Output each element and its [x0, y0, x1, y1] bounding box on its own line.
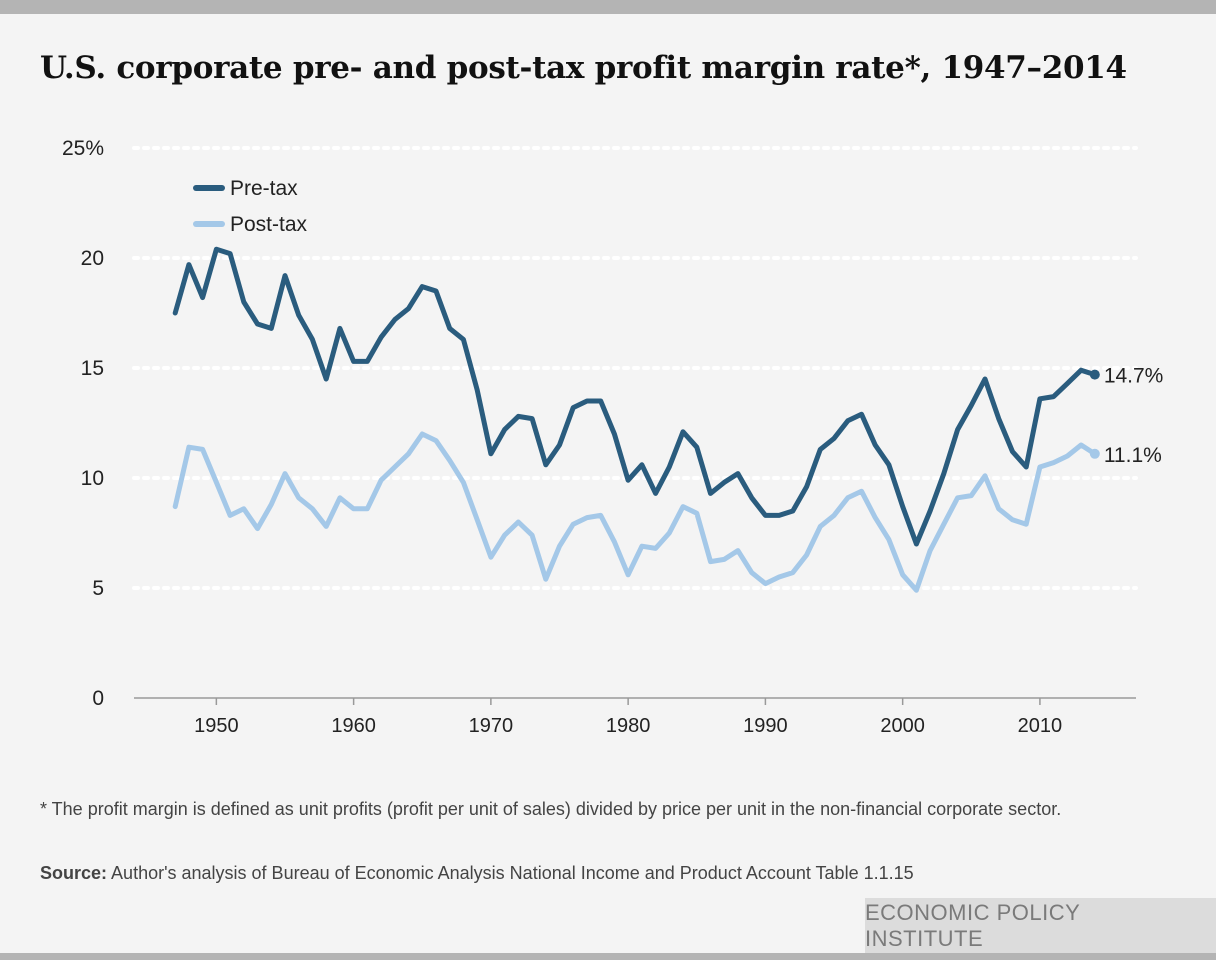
pretax-line	[172, 246, 1098, 547]
legend-label-posttax: Post-tax	[230, 213, 308, 236]
x-tick-label: 2010	[1018, 715, 1063, 737]
y-tick-label: 20	[81, 247, 104, 270]
x-tick-label: 1990	[743, 715, 788, 737]
y-tick-label: 25%	[62, 137, 104, 160]
x-tick-label: 2000	[880, 715, 925, 737]
y-tick-label: 0	[92, 687, 104, 710]
legend: Pre-tax Post-tax	[193, 177, 308, 236]
source-note: Source: Author's analysis of Bureau of E…	[40, 860, 1180, 886]
y-tick-label: 15	[81, 357, 104, 380]
pretax-end-marker	[1089, 369, 1100, 380]
chart-title: U.S. corporate pre- and post-tax profit …	[40, 50, 1127, 86]
source-label: Source:	[40, 863, 108, 883]
posttax-end-marker	[1089, 448, 1100, 459]
posttax-line	[172, 431, 1098, 593]
gridlines	[132, 146, 1138, 590]
x-tick-label: 1970	[469, 715, 514, 737]
x-tick-label: 1960	[331, 715, 376, 737]
brand-logo: ECONOMIC POLICY INSTITUTE	[865, 898, 1216, 953]
bottom-bar	[0, 953, 1216, 960]
posttax-end-label: 11.1%	[1104, 444, 1162, 467]
x-tick-label: 1980	[606, 715, 651, 737]
x-tick-label: 1950	[194, 715, 239, 737]
pretax-end-label: 14.7%	[1104, 365, 1164, 388]
axes: 0 5 10 15 20 25% 1950 1960 1970 1980 1990 2000 2010	[62, 137, 1136, 737]
source-text: Author's analysis of Bureau of Economic …	[111, 863, 914, 883]
footnote: * The profit margin is defined as unit p…	[40, 799, 1062, 819]
top-bar	[0, 0, 1216, 14]
y-tick-label: 5	[92, 577, 104, 600]
y-tick-label: 10	[81, 467, 104, 490]
legend-label-pretax: Pre-tax	[230, 177, 298, 200]
series: 14.7% 11.1%	[172, 246, 1164, 593]
